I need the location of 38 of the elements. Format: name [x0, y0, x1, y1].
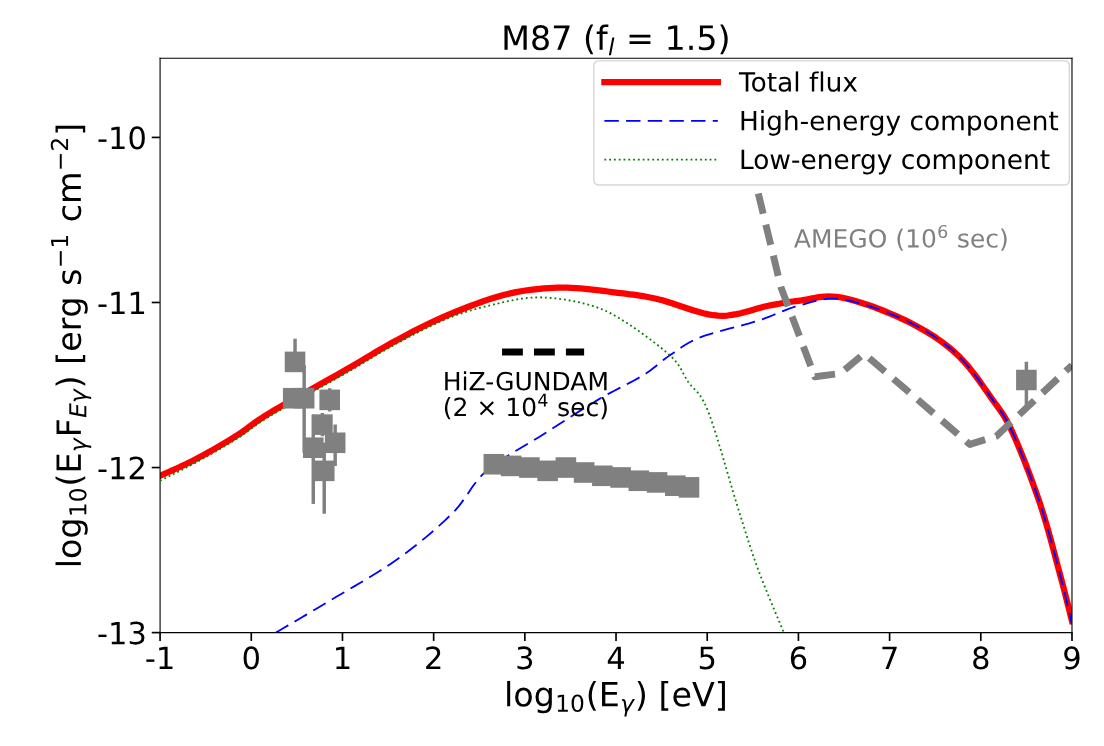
x-tick-label: 2: [426, 646, 441, 670]
point: [313, 460, 335, 482]
x-tick-label: 4: [607, 646, 625, 670]
point: [1016, 369, 1037, 391]
point: [646, 472, 668, 493]
point: [610, 467, 631, 488]
x-tick-label: 7: [882, 646, 897, 670]
annotation: AMEGO (10$^{6}$ sec): [794, 224, 1007, 251]
x-tick-label: 8: [973, 646, 989, 670]
legend-label: Total flux: [738, 71, 858, 92]
point: [324, 432, 346, 454]
x-tick-label: 3: [517, 646, 533, 670]
point: [573, 462, 595, 483]
annotation: HiZ-GUNDAM (2 × 10$^{4}$ sec): [444, 371, 607, 420]
point: [678, 477, 700, 498]
x-tick-label: 6: [790, 646, 807, 670]
x-axis-title: log$_{10}$(E$_{γ}$) [eV]: [507, 680, 725, 717]
point: [293, 387, 315, 409]
legend-label: High-energy component: [741, 110, 1059, 136]
x-tick-label: -1: [146, 646, 173, 670]
x-tick-label: 1: [336, 646, 350, 670]
legend-label: Low-energy component: [741, 149, 1050, 175]
y-tick-label: -10: [98, 126, 145, 150]
y-tick-label: -12: [98, 456, 144, 480]
point: [302, 437, 324, 459]
point: [319, 389, 340, 411]
x-tick-label: 9: [1064, 646, 1080, 670]
y-tick-label: -11: [98, 291, 145, 315]
point: [537, 460, 558, 482]
y-tick-label: -13: [98, 621, 145, 645]
chart-title: M87 (f$_{l}$ = 1.5): [504, 24, 728, 56]
point: [628, 470, 650, 492]
text: log$_{10}$(E$_{γ}$F$_{Eγ}$) [erg s$^{−1}$ cm$^{−2}$]: [50, 125, 92, 566]
x-tick-label: 0: [243, 646, 259, 670]
point: [555, 457, 577, 478]
point: [312, 414, 333, 435]
x-tick-label: 5: [699, 646, 715, 670]
point: [284, 351, 306, 373]
